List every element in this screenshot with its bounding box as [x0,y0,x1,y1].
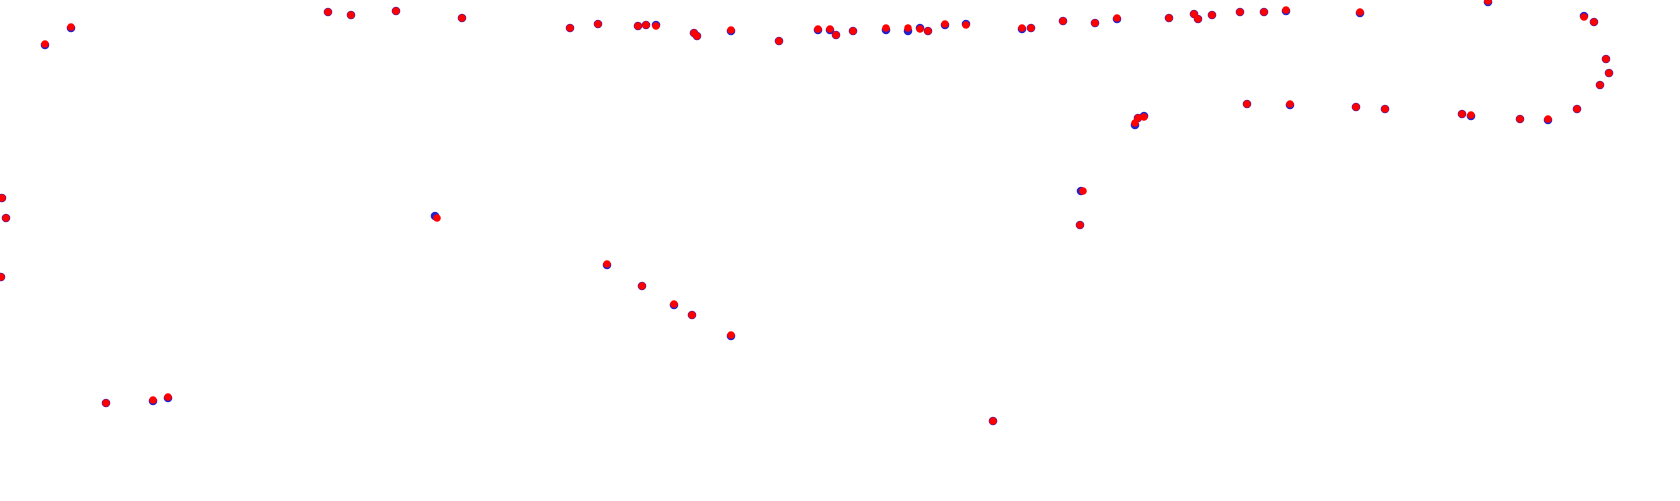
point-s1-42 [1605,69,1613,77]
point-s1-66 [727,331,735,339]
point-s1-1 [67,23,75,31]
point-s1-38 [1484,0,1492,5]
point-s1-70 [989,417,997,425]
point-s1-12 [693,32,701,40]
point-s1-48 [1458,110,1466,118]
point-s1-25 [1018,24,1026,32]
point-s1-13 [727,26,735,34]
point-s1-56 [1079,187,1087,195]
series-1 [0,0,1613,425]
point-s1-18 [849,27,857,35]
point-s1-16 [826,25,834,33]
point-s1-14 [775,37,783,45]
point-s1-34 [1236,8,1244,16]
point-s1-15 [814,25,822,33]
point-s1-39 [1580,13,1588,21]
point-s1-0 [41,40,49,48]
point-s1-29 [1113,14,1121,22]
point-s1-9 [642,21,650,29]
point-s1-10 [652,22,660,30]
point-s1-59 [2,214,10,222]
point-s1-17 [832,31,840,39]
point-s1-43 [1596,81,1604,89]
point-s1-30 [1165,14,1173,22]
point-s1-2 [324,8,332,16]
point-s1-28 [1091,19,1099,27]
point-s1-57 [1076,221,1084,229]
point-s1-65 [688,311,696,319]
point-s1-5 [458,14,466,22]
point-s1-49 [1381,105,1389,113]
point-s1-64 [670,300,678,308]
point-s1-55 [1131,119,1139,127]
point-s1-20 [904,24,912,32]
point-s1-22 [924,27,932,35]
point-s1-4 [392,7,400,15]
point-s1-68 [149,396,157,404]
point-s1-61 [433,214,441,222]
point-s1-67 [102,399,110,407]
point-s1-26 [1027,24,1035,32]
point-s1-37 [1356,8,1364,16]
series-layer [0,0,1614,426]
point-s1-8 [634,22,642,30]
point-s1-63 [638,282,646,290]
point-s1-35 [1260,8,1268,16]
point-s1-3 [347,11,355,19]
point-s1-32 [1194,15,1202,23]
point-s1-19 [882,24,890,32]
point-s1-58 [0,194,6,202]
point-s1-21 [916,25,924,33]
point-s1-47 [1467,111,1475,119]
point-s1-27 [1059,17,1067,25]
point-s1-53 [1140,113,1148,121]
point-s1-33 [1208,11,1216,19]
point-s1-46 [1516,115,1524,123]
point-s1-45 [1544,115,1552,123]
point-s1-44 [1573,105,1581,113]
point-s1-7 [594,20,602,28]
point-s1-52 [1243,100,1251,108]
point-s1-50 [1352,103,1360,111]
point-s1-36 [1282,6,1290,14]
point-s1-60 [0,273,5,281]
point-s1-40 [1590,18,1598,26]
point-s1-62 [603,260,611,268]
point-s1-51 [1286,100,1294,108]
point-s1-23 [941,20,949,28]
point-s1-69 [164,393,172,401]
point-s1-6 [566,24,574,32]
point-s1-41 [1602,55,1610,63]
point-s1-24 [962,21,970,29]
